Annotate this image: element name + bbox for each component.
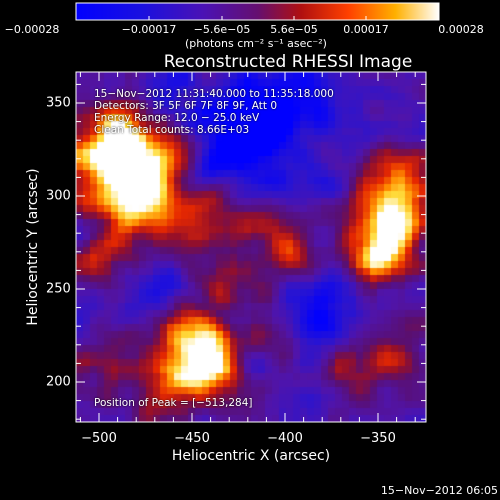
annotation-detectors: Detectors: 3F 5F 6F 7F 8F 9F, Att 0 [94, 100, 278, 112]
colorbar-tick-label: −0.00028 [4, 23, 60, 36]
colorbar [75, 2, 440, 21]
colorbar-units: (photons cm⁻² s⁻¹ asec⁻²) [185, 37, 327, 50]
y-tick-label: 200 [46, 374, 71, 390]
annotation-energy: Energy Range: 12.0 − 25.0 keV [94, 112, 260, 124]
y-axis-title: Heliocentric Y (arcsec) [25, 168, 41, 326]
colorbar-tick-label: 5.6e−05 [270, 23, 318, 36]
x-tick-label: −500 [81, 431, 117, 446]
chart-title: Reconstructed RHESSI Image [163, 52, 413, 72]
annotation-peak-position: Position of Peak = [−513,284] [94, 397, 253, 409]
plot-area [76, 72, 426, 422]
y-tick-label: 350 [46, 95, 71, 111]
annotation-clean: Clean Total counts: 8.66E+03 [94, 124, 250, 136]
colorbar-tick-label: 0.00028 [438, 23, 484, 36]
x-tick-label: −350 [360, 431, 396, 446]
x-axis-title: Heliocentric X (arcsec) [171, 448, 331, 464]
colorbar-tick-label: 0.00017 [343, 23, 389, 36]
annotation-time-range: 15−Nov−2012 11:31:40.000 to 11:35:18.000 [94, 88, 334, 100]
colorbar-tick-label: −0.00017 [121, 23, 177, 36]
x-tick-label: −450 [174, 431, 210, 446]
x-tick-label: −400 [267, 431, 303, 446]
y-tick-label: 300 [46, 188, 71, 204]
heatmap-image [76, 72, 426, 422]
colorbar-gradient [75, 2, 440, 21]
footer-date: 15−Nov−2012 06:05 [380, 484, 498, 497]
y-tick-label: 250 [46, 281, 71, 297]
colorbar-tick-label: −5.6e−05 [193, 23, 251, 36]
